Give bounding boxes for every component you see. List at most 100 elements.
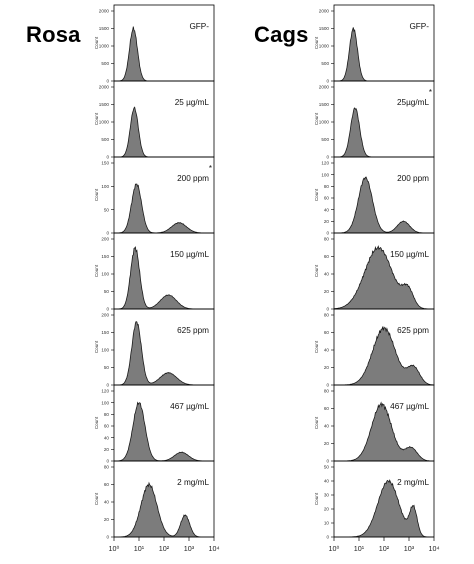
y-tick-label: 500 [321,61,329,66]
y-tick-label: 60 [104,482,110,487]
sample-label: 467 µg/mL [390,402,429,411]
sample-label: 150 µg/mL [170,250,209,259]
sample-label: 2 mg/mL [177,478,209,487]
y-axis-label: Count [94,264,99,277]
sample-label: GFP- [409,22,429,31]
y-tick-label: 0 [106,307,109,312]
y-tick-label: 50 [104,365,110,370]
cags-column-title: Cags [254,22,309,47]
y-tick-label: 60 [324,254,330,259]
y-tick-label: 50 [324,465,330,470]
sample-label: 200 ppm [177,174,209,183]
y-tick-label: 80 [324,313,330,318]
y-tick-label: 40 [324,348,330,353]
sample-label: GFP- [189,22,209,31]
y-tick-label: 20 [324,507,330,512]
sample-label: 200 ppm [397,174,429,183]
rosa-column-title: Rosa [26,22,81,47]
y-tick-label: 0 [326,79,329,84]
y-tick-label: 40 [104,435,110,440]
y-tick-label: 100 [101,348,109,353]
sample-label: 625 ppm [177,326,209,335]
y-tick-label: 0 [106,383,109,388]
y-tick-label: 0 [326,535,329,540]
y-tick-label: 1500 [99,26,110,31]
y-tick-label: 80 [324,389,330,394]
x-tick-label: 10² [379,544,390,553]
histogram-area-rosa-1 [114,26,214,82]
y-tick-label: 0 [106,535,109,540]
y-tick-label: 120 [321,161,329,166]
histogram-area-cags-1 [334,27,434,82]
x-tick-label: 10³ [404,544,415,553]
histogram-area-rosa-7 [114,481,214,538]
histogram-area-cags-7 [334,479,434,538]
y-tick-label: 2000 [99,85,110,90]
y-tick-label: 60 [104,424,110,429]
y-tick-label: 10 [324,521,330,526]
y-tick-label: 80 [324,237,330,242]
y-tick-label: 0 [326,307,329,312]
y-tick-label: 50 [104,207,110,212]
y-tick-label: 500 [321,137,329,142]
y-tick-label: 2000 [99,9,110,14]
histogram-area-rosa-6 [114,401,214,462]
y-tick-label: 80 [104,412,110,417]
y-tick-label: 60 [324,406,330,411]
y-tick-label: 20 [324,289,330,294]
y-axis-label: Count [314,416,319,429]
panel-frame-cags-3 [333,156,435,234]
y-axis-label: Count [314,36,319,49]
x-tick-label: 10¹ [134,544,145,553]
y-axis-label: Count [94,340,99,353]
y-tick-label: 20 [324,365,330,370]
y-tick-label: 0 [106,231,109,236]
sample-label: 2 mg/mL [397,478,429,487]
y-tick-label: 60 [324,330,330,335]
x-tick-label: 10³ [184,544,195,553]
y-tick-label: 0 [326,231,329,236]
y-tick-label: 40 [104,500,110,505]
histogram-area-rosa-2 [114,106,214,158]
x-tick-label: 10⁰ [329,544,340,553]
sample-label: 467 µg/mL [170,402,209,411]
significance-asterisk: * [209,164,212,173]
y-tick-label: 100 [321,172,329,177]
x-tick-label: 10² [159,544,170,553]
sample-label: 25µg/mL [397,98,429,107]
y-tick-label: 80 [104,465,110,470]
y-tick-label: 150 [101,254,109,259]
y-tick-label: 150 [101,330,109,335]
histogram-area-cags-2 [334,107,434,158]
sample-label: 625 ppm [397,326,429,335]
x-tick-label: 10⁰ [109,544,120,553]
y-tick-label: 0 [106,79,109,84]
y-axis-label: Count [314,112,319,125]
significance-asterisk: * [429,88,432,97]
y-tick-label: 30 [324,493,330,498]
y-tick-label: 100 [101,272,109,277]
y-tick-label: 0 [106,459,109,464]
y-tick-label: 150 [101,161,109,166]
y-tick-label: 50 [104,289,110,294]
x-tick-label: 10⁴ [208,544,219,553]
y-axis-label: Count [94,492,99,505]
histogram-area-rosa-3 [114,183,214,234]
y-axis-label: Count [94,188,99,201]
x-tick-label: 10⁴ [428,544,439,553]
y-tick-label: 1000 [319,120,330,125]
histogram-area-cags-3 [334,176,434,234]
y-axis-label: Count [314,492,319,505]
sample-label: 150 µg/mL [390,250,429,259]
y-tick-label: 2000 [319,85,330,90]
y-tick-label: 1000 [319,44,330,49]
y-tick-label: 1500 [99,102,110,107]
y-tick-label: 40 [324,479,330,484]
y-axis-label: Count [314,340,319,353]
y-tick-label: 20 [324,219,330,224]
y-axis-label: Count [94,416,99,429]
y-tick-label: 1500 [319,102,330,107]
y-tick-label: 40 [324,207,330,212]
y-tick-label: 500 [101,137,109,142]
y-tick-label: 500 [101,61,109,66]
